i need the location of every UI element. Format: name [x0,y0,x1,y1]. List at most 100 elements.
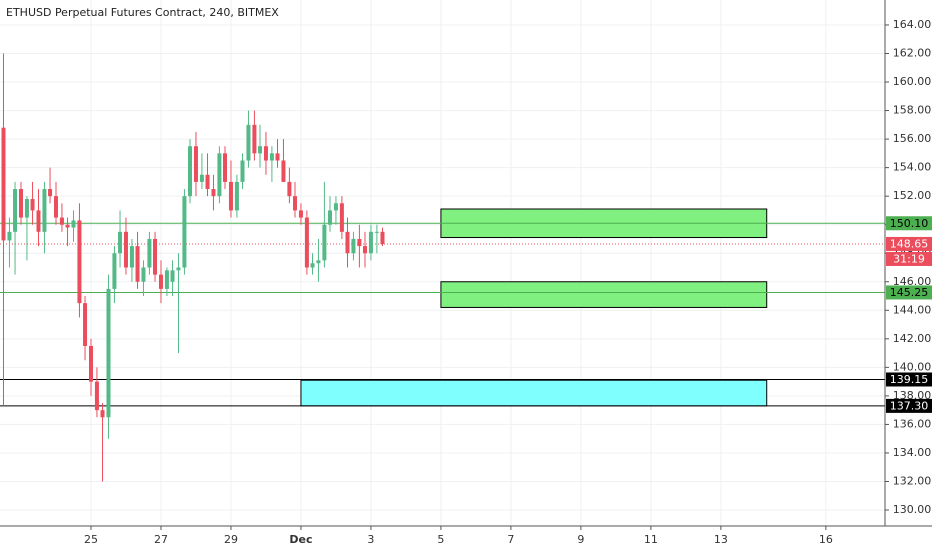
y-tick-label: 140.00 [893,360,932,373]
candle-body [205,174,210,190]
candle-body [327,210,332,225]
y-tick-label: 156.00 [893,132,932,145]
candle-body [53,196,58,218]
candle-body [293,196,297,211]
candle-body [129,246,134,268]
candle-body [83,303,88,346]
level-label: 150.10 [890,217,929,230]
x-tick-label: 9 [577,533,584,546]
x-tick-label: 13 [714,533,728,546]
candle-body [240,160,245,182]
candle-body [106,288,111,418]
candle-body [100,410,105,418]
candle-body [182,196,187,268]
candle-body [48,189,53,197]
candle-body [211,189,216,197]
candle-body [135,246,140,282]
candle-body [287,181,292,197]
level-label-bg [886,216,932,231]
candle-body [176,267,181,271]
x-tick-label: 3 [367,533,374,546]
chart-title: ETHUSD Perpetual Futures Contract, 240, … [6,6,279,19]
last-price-label-bg [886,236,932,251]
y-tick-label: 160.00 [893,75,932,88]
y-tick-label: 136.00 [893,417,932,430]
last-price-label: 148.65 [890,237,929,250]
candle-body [13,189,18,232]
candle-body [316,260,321,264]
y-tick-label: 162.00 [893,46,932,59]
x-tick-label: 11 [644,533,658,546]
candle-body [164,270,169,289]
x-tick-label: 29 [224,533,238,546]
candle-body [170,270,175,282]
candle-body [94,381,99,411]
candle-body [112,253,117,289]
candle-body [281,160,286,182]
y-tick-label: 142.00 [893,332,932,345]
candle-body [362,246,367,254]
y-tick-label: 144.00 [893,303,932,316]
candle-body [153,238,158,275]
candle-body [123,231,128,268]
level-label-bg [886,285,932,300]
level-label: 139.15 [890,373,929,386]
candle-body [380,231,385,244]
candle-body [263,146,268,161]
level-label: 137.30 [890,399,929,412]
candle-body [188,146,193,197]
candle-body [252,124,257,154]
candle-body [42,189,47,232]
candle-body [269,153,274,161]
candle-body [118,231,123,254]
y-tick-label: 130.00 [893,503,932,516]
candle-body [234,181,239,211]
candle-body [18,189,23,218]
candle-body [223,153,228,182]
x-tick-label: 16 [819,533,833,546]
countdown-label-bg [886,251,932,266]
y-tick-label: 134.00 [893,446,932,459]
candle-body [158,274,163,289]
candle-body [345,231,350,254]
candle-body [59,217,64,225]
level-label-bg [886,372,932,387]
candle-body [71,220,76,228]
candle-body [339,203,344,232]
candle-body [246,124,251,161]
zone [300,379,768,407]
y-tick-label: 164.00 [893,18,932,31]
x-tick-label: Dec [289,533,312,546]
y-tick-label: 154.00 [893,161,932,174]
candle-body [217,153,222,197]
candle-body [322,224,327,261]
level-label-bg [886,398,932,413]
candle-body [333,203,338,211]
x-tick-label: 27 [154,533,168,546]
candle-body [199,174,204,182]
candle-body [30,199,35,211]
candle-body [193,146,198,182]
candle-body [368,231,373,254]
candle-body [357,238,362,247]
candle-body [141,267,146,282]
y-tick-label: 146.00 [893,275,932,288]
x-tick-label: 7 [507,533,514,546]
x-tick-label: 25 [84,533,98,546]
candle-body [304,217,309,268]
level-label: 145.25 [890,286,929,299]
countdown-label: 31:19 [893,252,925,265]
candle-body [374,231,379,233]
candle-body [275,153,280,161]
candle-body [310,263,315,268]
candle-body [88,345,93,382]
candle-body [7,231,12,241]
x-tick-label: 5 [437,533,444,546]
candle-body [147,238,152,268]
y-tick-label: 138.00 [893,389,932,402]
candle-body [77,220,82,304]
candle-body [351,238,356,254]
y-tick-label: 152.00 [893,189,932,202]
candle-body [1,127,6,241]
